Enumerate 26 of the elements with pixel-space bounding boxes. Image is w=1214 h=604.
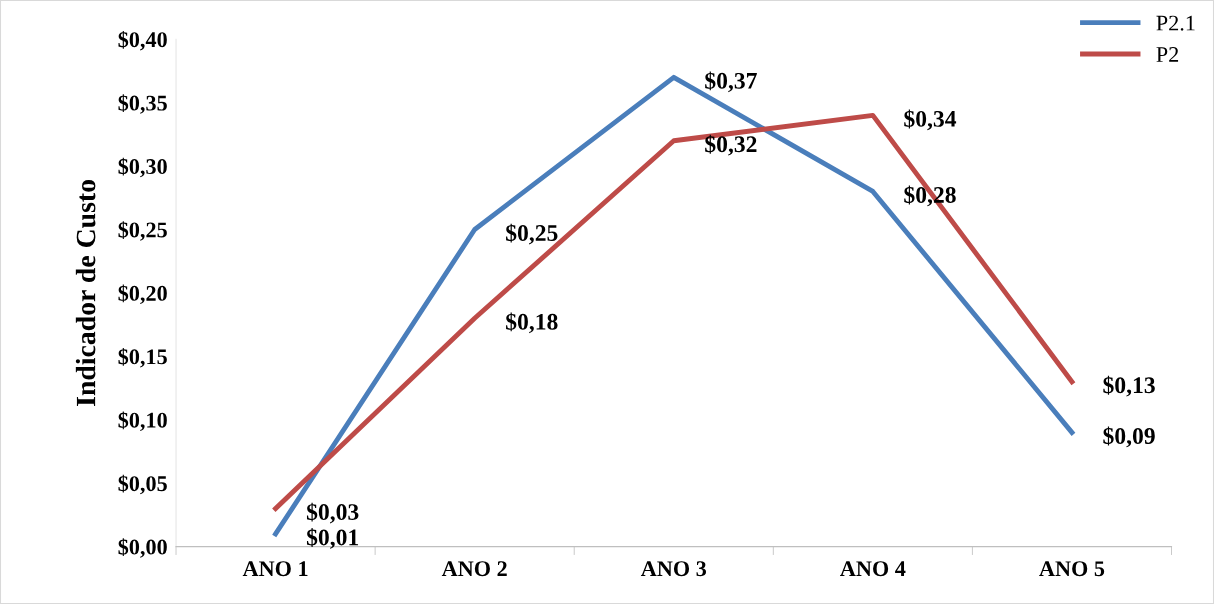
data-label: $0,25 — [506, 223, 558, 245]
x-tick-label: ANO 1 — [242, 561, 308, 577]
legend-label: P2 — [1156, 47, 1179, 62]
y-tick-label: $0,40 — [118, 30, 167, 51]
y-tick-label: $0,05 — [118, 474, 167, 495]
data-label: $0,32 — [705, 134, 757, 156]
y-axis-title: Indicador de Custo — [75, 180, 96, 406]
x-tick-label: ANO 3 — [640, 561, 707, 577]
data-label: $0,03 — [306, 502, 359, 524]
data-label: $0,13 — [1103, 375, 1155, 397]
x-tick-label: ANO 2 — [441, 561, 507, 577]
x-tick-label: ANO 4 — [840, 561, 906, 577]
y-tick-label: $0,20 — [118, 284, 167, 305]
y-tick-label: $0,35 — [118, 94, 167, 114]
data-label: $0,01 — [306, 528, 359, 549]
data-label: $0,34 — [904, 109, 957, 131]
y-tick-label: $0,10 — [118, 411, 167, 431]
y-tick-label: $0,25 — [118, 221, 167, 241]
y-tick-label: $0,15 — [118, 347, 167, 368]
legend-label: P2.1 — [1156, 15, 1195, 31]
data-label: $0,37 — [705, 71, 757, 93]
y-tick-label: $0,00 — [118, 538, 167, 558]
y-tick-label: $0,30 — [118, 157, 167, 178]
data-label: $0,09 — [1103, 426, 1155, 448]
data-label: $0,18 — [506, 312, 558, 334]
x-tick-label: ANO 5 — [1039, 561, 1105, 577]
